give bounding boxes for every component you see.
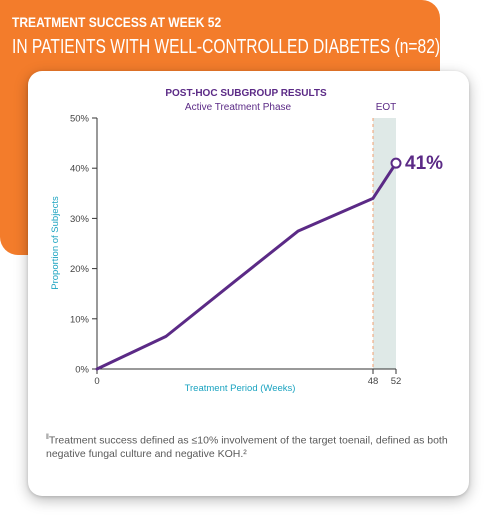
- y-axis-label: Proportion of Subjects: [50, 196, 61, 290]
- y-tick-label: 20%: [70, 264, 90, 275]
- y-tick-label: 30%: [70, 214, 90, 225]
- y-tick-label: 40%: [70, 164, 90, 175]
- end-point-marker: [390, 157, 402, 169]
- chart-title: POST-HOC SUBGROUP RESULTS: [165, 88, 327, 99]
- phase-label: Active Treatment Phase: [185, 102, 292, 113]
- y-axis: 0% 10% 20% 30% 40% 50%: [70, 114, 98, 376]
- y-tick-label: 0%: [75, 365, 89, 376]
- y-tick-label: 50%: [70, 114, 90, 125]
- y-tick-label: 10%: [70, 314, 90, 325]
- header-subtitle: IN PATIENTS WITH WELL-CONTROLLED DIABETE…: [12, 36, 450, 59]
- x-axis: 0 48 52: [94, 368, 402, 387]
- x-tick-label: 52: [391, 376, 402, 387]
- footnote: ‖Treatment success defined as ≤10% invol…: [46, 431, 451, 461]
- x-tick-label: 0: [94, 376, 99, 387]
- data-points: [390, 157, 402, 169]
- footnote-text: Treatment success defined as ≤10% involv…: [46, 434, 448, 460]
- eot-shaded-region: [373, 118, 396, 369]
- series-line: [95, 161, 398, 371]
- footnote-mark: ‖: [46, 434, 49, 441]
- header-subtitle-text: IN PATIENTS WITH WELL-CONTROLLED DIABETE…: [12, 36, 441, 58]
- header-title: TREATMENT SUCCESS AT WEEK 52: [12, 14, 222, 30]
- x-axis-label: Treatment Period (Weeks): [185, 383, 296, 394]
- header-subtitle-refs: ‖,4: [440, 37, 450, 49]
- eot-label: EOT: [376, 102, 397, 113]
- end-value-label: 41%: [405, 153, 443, 174]
- x-tick-label: 48: [368, 376, 379, 387]
